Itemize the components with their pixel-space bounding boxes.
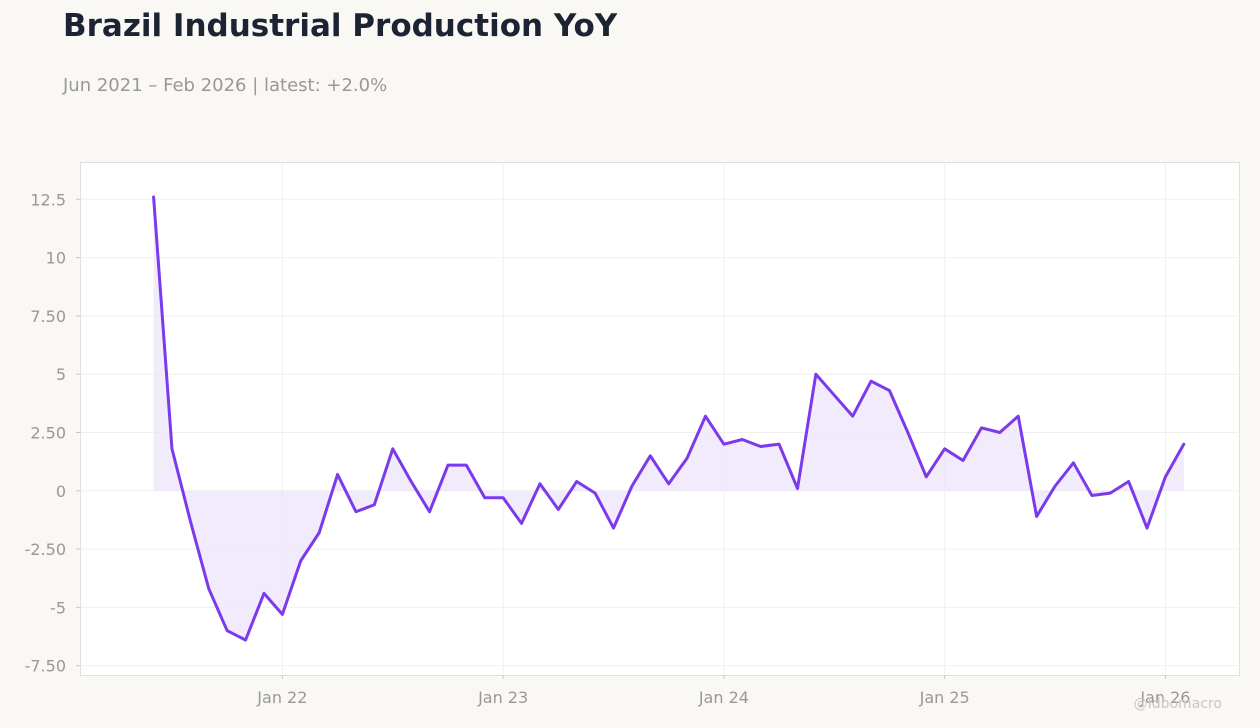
data-point — [225, 629, 229, 633]
chart-title: Brazil Industrial Production YoY — [63, 8, 618, 44]
data-point — [777, 442, 781, 446]
data-point — [979, 426, 983, 430]
data-point — [722, 442, 726, 446]
y-tick-label: 2.50 — [30, 423, 66, 442]
data-point — [832, 393, 836, 397]
series-layer — [152, 195, 1186, 642]
data-point — [280, 612, 284, 616]
data-point — [630, 484, 634, 488]
x-tick-label: Jan 24 — [698, 688, 749, 707]
data-point — [1182, 442, 1186, 446]
data-point — [612, 526, 616, 530]
data-point — [943, 447, 947, 451]
data-point — [372, 503, 376, 507]
x-axis: Jan 22 Jan 23 Jan 24 Jan 25 Jan 26 — [256, 675, 1190, 707]
y-tick-label: -5 — [50, 598, 66, 617]
grid-lines — [81, 163, 1238, 674]
x-tick-label: Jan 25 — [919, 688, 970, 707]
data-point — [244, 638, 248, 642]
data-point — [520, 521, 524, 525]
y-tick-label: 10 — [46, 249, 66, 268]
data-point — [869, 379, 873, 383]
data-point — [1145, 526, 1149, 530]
data-point — [703, 414, 707, 418]
data-point — [152, 195, 156, 199]
data-point — [575, 479, 579, 483]
data-point — [170, 447, 174, 451]
data-point — [1016, 414, 1020, 418]
data-point — [814, 372, 818, 376]
x-tick-label: Jan 23 — [477, 688, 528, 707]
data-point — [667, 482, 671, 486]
x-tick-label: Jan 26 — [1139, 688, 1190, 707]
x-tick-label: Jan 22 — [256, 688, 307, 707]
data-point — [1127, 479, 1131, 483]
data-point — [262, 591, 266, 595]
data-point — [906, 430, 910, 434]
data-point — [1035, 514, 1039, 518]
data-point — [428, 510, 432, 514]
data-point — [538, 482, 542, 486]
y-tick-label: -7.50 — [25, 657, 66, 676]
data-point — [1053, 484, 1057, 488]
y-tick-label: 5 — [56, 365, 66, 384]
data-point — [391, 447, 395, 451]
data-point — [446, 463, 450, 467]
data-point — [1163, 475, 1167, 479]
data-point — [740, 437, 744, 441]
data-point — [556, 507, 560, 511]
data-point — [409, 479, 413, 483]
y-tick-label: 7.50 — [30, 307, 66, 326]
watermark: @Idbomacro — [1133, 696, 1222, 712]
data-point — [207, 587, 211, 591]
data-point — [1108, 491, 1112, 495]
y-tick-label: -2.50 — [25, 540, 66, 559]
y-tick-label: 12.5 — [30, 190, 66, 209]
data-point — [851, 414, 855, 418]
data-point — [759, 444, 763, 448]
data-point — [685, 456, 689, 460]
series-line — [152, 195, 1186, 642]
data-point — [648, 454, 652, 458]
data-point — [998, 430, 1002, 434]
data-point — [887, 389, 891, 393]
chart-subtitle: Jun 2021 – Feb 2026 | latest: +2.0% — [63, 75, 388, 96]
data-point — [317, 531, 321, 535]
data-point — [354, 510, 358, 514]
y-axis: 12.5 10 7.50 5 2.50 0 -2.50 -5 -7.50 — [25, 190, 80, 676]
data-point — [593, 491, 597, 495]
data-point — [795, 486, 799, 490]
data-point — [1090, 493, 1094, 497]
y-tick-label: 0 — [56, 482, 66, 501]
data-point — [924, 475, 928, 479]
data-point — [483, 496, 487, 500]
data-point — [501, 496, 505, 500]
data-point — [1071, 461, 1075, 465]
data-point — [336, 472, 340, 476]
data-point — [961, 458, 965, 462]
data-point — [299, 559, 303, 563]
area-fill — [153, 196, 1184, 641]
data-point — [464, 463, 468, 467]
data-point — [188, 519, 192, 523]
